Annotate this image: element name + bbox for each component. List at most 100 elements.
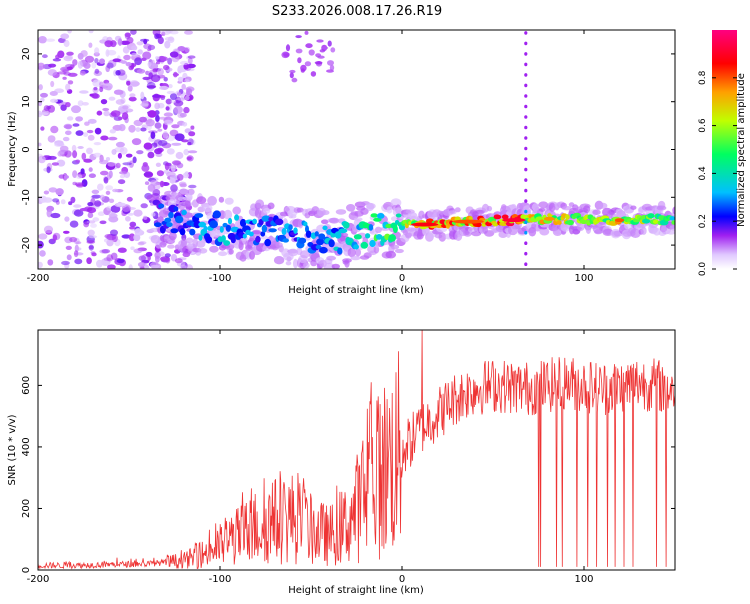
- noise-blob: [110, 252, 118, 260]
- ridge-blob: [376, 213, 385, 219]
- artifact-dot: [524, 115, 528, 119]
- noise-blob: [128, 264, 133, 269]
- noise-blob: [124, 32, 131, 38]
- noise-blob: [155, 114, 160, 122]
- noise-blob: [128, 124, 136, 133]
- noise-blob: [163, 77, 168, 82]
- noise-blob: [86, 207, 97, 214]
- ridge-halo: [346, 204, 356, 212]
- artifact-dot: [524, 262, 528, 267]
- y-tick-label: -10: [21, 189, 32, 205]
- x-tick-label: -100: [209, 273, 232, 284]
- ridge-halo: [551, 224, 558, 230]
- noise-blob: [65, 102, 71, 108]
- noise-blob: [182, 172, 189, 179]
- noise-blob: [127, 85, 133, 92]
- ridge-core: [411, 222, 439, 227]
- noise-blob: [187, 57, 193, 65]
- noise-blob: [154, 102, 161, 110]
- noise-blob: [92, 217, 100, 222]
- noise-blob: [165, 30, 173, 34]
- noise-blob: [169, 51, 179, 58]
- noise-blob: [133, 234, 141, 242]
- y-tick-label: 600: [21, 376, 32, 395]
- noise-blob: [94, 58, 99, 64]
- noise-blob: [39, 195, 47, 203]
- noise-blob: [182, 122, 188, 127]
- noise-blob: [115, 70, 121, 76]
- noise-blob: [96, 110, 103, 116]
- noise-blob: [177, 76, 184, 82]
- noise-blob: [160, 256, 170, 262]
- y-tick-label: 0: [21, 567, 32, 573]
- noise-blob: [137, 49, 143, 55]
- noise-blob: [92, 79, 101, 87]
- ridge-halo: [355, 248, 361, 257]
- noise-blob: [132, 156, 137, 164]
- noise-blob: [69, 64, 75, 69]
- noise-blob: [152, 94, 162, 98]
- noise-blob: [107, 264, 116, 269]
- noise-blob: [154, 148, 163, 155]
- noise-blob: [50, 98, 58, 103]
- noise-blob: [166, 90, 175, 95]
- ridge-halo: [202, 204, 213, 213]
- noise-blob: [173, 105, 183, 114]
- ridge-blob: [164, 217, 172, 223]
- noise-blob: [93, 87, 98, 91]
- ridge-halo: [273, 256, 285, 265]
- ridge-blob: [255, 235, 261, 243]
- colorbar-label: Normalized spectral amplitude: [736, 73, 747, 227]
- ridge-blob: [375, 234, 383, 240]
- upper-noise-blob: [314, 61, 323, 65]
- artifact-dot: [524, 251, 528, 256]
- ridge-halo: [386, 206, 393, 214]
- ridge-blob: [261, 224, 268, 233]
- noise-blob: [173, 71, 178, 78]
- noise-blob: [67, 30, 72, 34]
- ridge-blob: [492, 222, 499, 227]
- ridge-blob: [395, 213, 402, 218]
- noise-blob: [118, 124, 126, 132]
- ridge-halo: [561, 206, 572, 211]
- noise-blob: [63, 175, 69, 179]
- x-tick-label: 0: [399, 273, 405, 284]
- noise-blob: [40, 97, 45, 103]
- colorbar-tick-label: 0.0: [698, 262, 708, 277]
- spectrogram-y-ticks: -20 -10 0 10 20: [21, 48, 675, 253]
- noise-blob: [131, 138, 142, 146]
- snr-panel: -200 -100 0 100 0 200 400 600 Height of straig…: [7, 329, 676, 596]
- noise-blob: [112, 188, 119, 193]
- ridge-halo: [353, 217, 363, 222]
- noise-blob: [75, 159, 81, 163]
- ridge-blob: [501, 214, 509, 220]
- noise-blob: [154, 33, 160, 40]
- artifact-dot: [524, 241, 528, 245]
- noise-blob: [156, 170, 164, 177]
- noise-blob: [188, 184, 197, 189]
- noise-blob: [88, 167, 93, 172]
- noise-blob: [91, 252, 97, 257]
- spectrogram-marks: [38, 30, 675, 269]
- noise-blob: [155, 56, 160, 60]
- ridge-halo: [360, 207, 369, 215]
- noise-blob: [122, 162, 132, 166]
- noise-blob: [184, 95, 190, 101]
- ridge-blob: [671, 220, 675, 225]
- noise-blob: [145, 119, 155, 127]
- ridge-halo: [223, 209, 233, 220]
- ridge-halo: [296, 207, 304, 213]
- ridge-blob: [258, 218, 264, 226]
- noise-blob: [159, 56, 168, 62]
- upper-noise-blob: [310, 71, 317, 77]
- noise-blob: [47, 69, 58, 76]
- ridge-blob: [221, 235, 226, 243]
- noise-blob: [38, 62, 45, 70]
- noise-blob: [43, 190, 50, 195]
- upper-noise-blob: [319, 49, 326, 53]
- upper-noise-blob: [289, 72, 294, 79]
- colorbar: 0.0 0.2 0.4 0.6 0.8 Normalized spectral ampl…: [698, 30, 747, 276]
- noise-blob: [59, 145, 69, 152]
- noise-blob: [114, 147, 125, 153]
- noise-blob: [99, 194, 105, 201]
